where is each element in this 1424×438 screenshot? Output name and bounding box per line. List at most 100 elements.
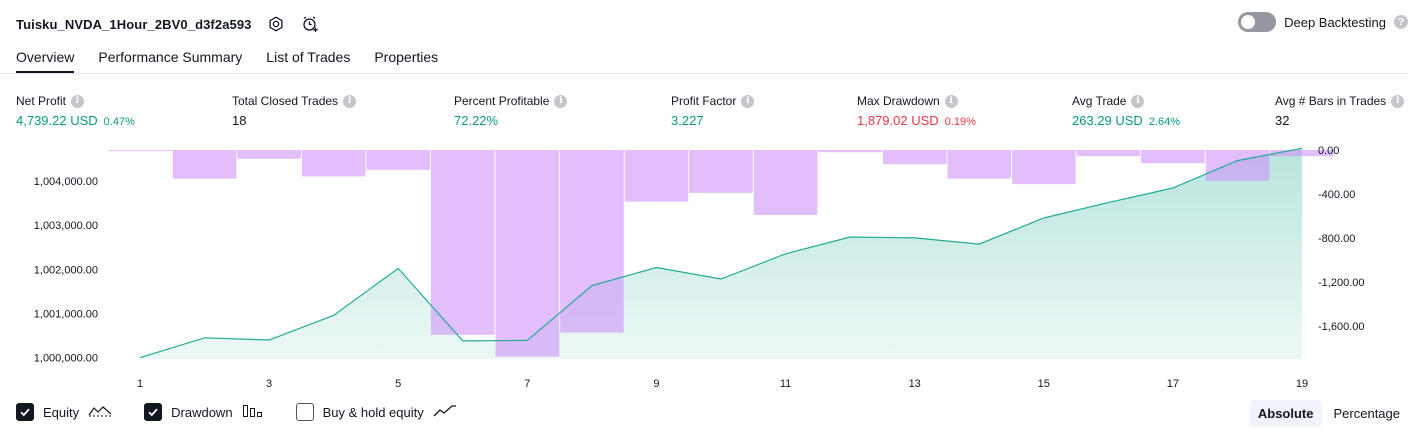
metric-value: 32 [1275, 113, 1290, 128]
info-icon[interactable]: i [1391, 94, 1405, 108]
help-icon[interactable]: ? [1394, 15, 1408, 29]
metric-label: Profit Factor [671, 94, 737, 108]
metric-percent-profitable: Percent Profitable i 72.22% [454, 94, 568, 128]
tab-properties[interactable]: Properties [374, 49, 439, 65]
add-alert-icon[interactable] [300, 14, 320, 34]
legend-buy-hold-equity[interactable]: Buy & hold equity [295, 403, 457, 421]
deep-backtesting-toggle[interactable] [1238, 12, 1277, 32]
left-axis: 1,000,000.00 1,001,000.00 1,002,000.00 1,00… [34, 176, 98, 365]
drawdown-bar [689, 150, 753, 193]
x-axis-tick-label: 7 [524, 378, 530, 390]
drawdown-bar [172, 150, 237, 179]
percentage-button[interactable]: Percentage [1333, 406, 1401, 421]
x-axis-tick-label: 5 [395, 378, 401, 390]
info-icon[interactable]: i [1131, 94, 1145, 108]
x-axis-tick-label: 13 [909, 378, 921, 390]
right-axis-tick-label: -1,600.00 [1318, 321, 1364, 333]
x-axis-tick-label: 3 [266, 378, 272, 390]
drawdown-checkbox[interactable] [144, 403, 163, 421]
drawdown-bar [431, 150, 495, 335]
drawdown-bar [947, 150, 1011, 179]
x-axis-tick-label: 11 [780, 378, 791, 390]
drawdown-bar [1205, 150, 1270, 181]
x-axis: 1 3 5 7 9 11 13 15 17 19 [137, 378, 1308, 390]
metric-value: 72.22% [454, 113, 499, 128]
drawdown-bar [495, 150, 560, 357]
settings-icon[interactable] [266, 14, 286, 34]
equity-checkbox[interactable] [16, 403, 34, 421]
equity-area [140, 148, 1302, 359]
info-icon[interactable]: i [741, 94, 755, 108]
left-axis-tick-label: 1,001,000.00 [34, 309, 98, 321]
drawdown-bar [624, 150, 689, 202]
deep-backtesting: Deep Backtesting ? [1238, 12, 1408, 32]
absolute-button[interactable]: Absolute [1249, 400, 1322, 427]
right-axis: 0.00 -400.00 -800.00 -1,200.00 -1,600.00 [1318, 145, 1364, 333]
legend-drawdown[interactable]: Drawdown [144, 403, 263, 421]
equity-drawdown-chart[interactable]: 1,000,000.00 1,001,000.00 1,002,000.00 1,00… [0, 138, 1424, 396]
drawdown-bar [1141, 150, 1205, 164]
info-icon[interactable]: i [343, 94, 357, 108]
metric-max-drawdown: Max Drawdown i 1,879.02 USD 0.19% [857, 94, 976, 128]
drawdown-bar [108, 150, 172, 151]
left-axis-tick-label: 1,000,000.00 [34, 353, 98, 365]
equity-series [140, 148, 1302, 359]
drawdown-bar [301, 150, 366, 177]
equity-line-icon [88, 404, 112, 421]
buy-hold-checkbox[interactable] [295, 403, 314, 421]
legend-equity[interactable]: Equity [16, 403, 112, 421]
tab-performance-summary[interactable]: Performance Summary [98, 49, 243, 65]
metric-label: Avg Trade [1072, 94, 1127, 108]
metric-value: 263.29 USD [1072, 113, 1143, 128]
drawdown-bars-icon [242, 404, 264, 421]
drawdown-series [108, 150, 1334, 357]
drawdown-bar [1270, 150, 1334, 157]
metrics-row: Net Profit i 4,739.22 USD 0.47% Total Clos… [16, 94, 1408, 134]
right-axis-tick-label: -400.00 [1318, 189, 1355, 201]
right-axis-tick-label: 0.00 [1318, 145, 1339, 157]
metric-profit-factor: Profit Factor i 3.227 [671, 94, 755, 128]
metric-value: 18 [232, 113, 247, 128]
legend-label: Buy & hold equity [322, 404, 424, 420]
deep-backtesting-label: Deep Backtesting [1284, 14, 1386, 30]
x-axis-tick-label: 1 [137, 378, 143, 390]
x-axis-tick-label: 9 [653, 378, 659, 390]
x-axis-tick-label: 17 [1167, 378, 1179, 390]
drawdown-bar [237, 150, 301, 159]
left-axis-tick-label: 1,002,000.00 [34, 264, 98, 276]
right-axis-tick-label: -1,200.00 [1318, 277, 1364, 289]
metric-avg-bars-in-trades: Avg # Bars in Trades i 32 [1275, 94, 1405, 128]
equity-line-layer [139, 147, 1303, 359]
chart-legend: Equity Drawdown Buy & hold equity [16, 403, 489, 421]
tabs-divider [0, 73, 1408, 74]
drawdown-bar [753, 150, 818, 215]
drawdown-bar [882, 150, 947, 165]
metric-value: 4,739.22 USD [16, 113, 98, 128]
report-tabs: Overview Performance Summary List of Tra… [16, 44, 438, 74]
legend-label: Drawdown [171, 404, 233, 420]
tab-overview[interactable]: Overview [16, 44, 75, 74]
toggle-knob [1241, 15, 1256, 29]
tab-list-of-trades[interactable]: List of Trades [266, 49, 351, 65]
left-axis-tick-label: 1,003,000.00 [34, 220, 98, 232]
metric-value: 1,879.02 USD [857, 113, 939, 128]
metric-total-closed-trades: Total Closed Trades i 18 [232, 94, 357, 128]
metric-avg-trade: Avg Trade i 263.29 USD 2.64% [1072, 94, 1180, 128]
metric-label: Total Closed Trades [232, 94, 339, 108]
drawdown-bar [818, 150, 882, 153]
drawdown-bar [1012, 150, 1076, 185]
metric-percent: 0.19% [944, 116, 976, 128]
metric-label: Max Drawdown [857, 94, 940, 108]
x-axis-tick-label: 15 [1038, 378, 1050, 390]
drawdown-bar [1076, 150, 1141, 157]
info-icon[interactable]: i [944, 94, 958, 108]
info-icon[interactable]: i [554, 94, 568, 108]
x-axis-tick-label: 19 [1296, 378, 1308, 390]
info-icon[interactable]: i [71, 94, 85, 108]
drawdown-bar [366, 150, 430, 170]
drawdown-bar [560, 150, 624, 333]
report-header: Tuisku_NVDA_1Hour_2BV0_d3f2a593 [16, 10, 320, 38]
metric-value: 3.227 [671, 113, 704, 128]
metric-net-profit: Net Profit i 4,739.22 USD 0.47% [16, 94, 135, 128]
right-axis-tick-label: -800.00 [1318, 233, 1355, 245]
